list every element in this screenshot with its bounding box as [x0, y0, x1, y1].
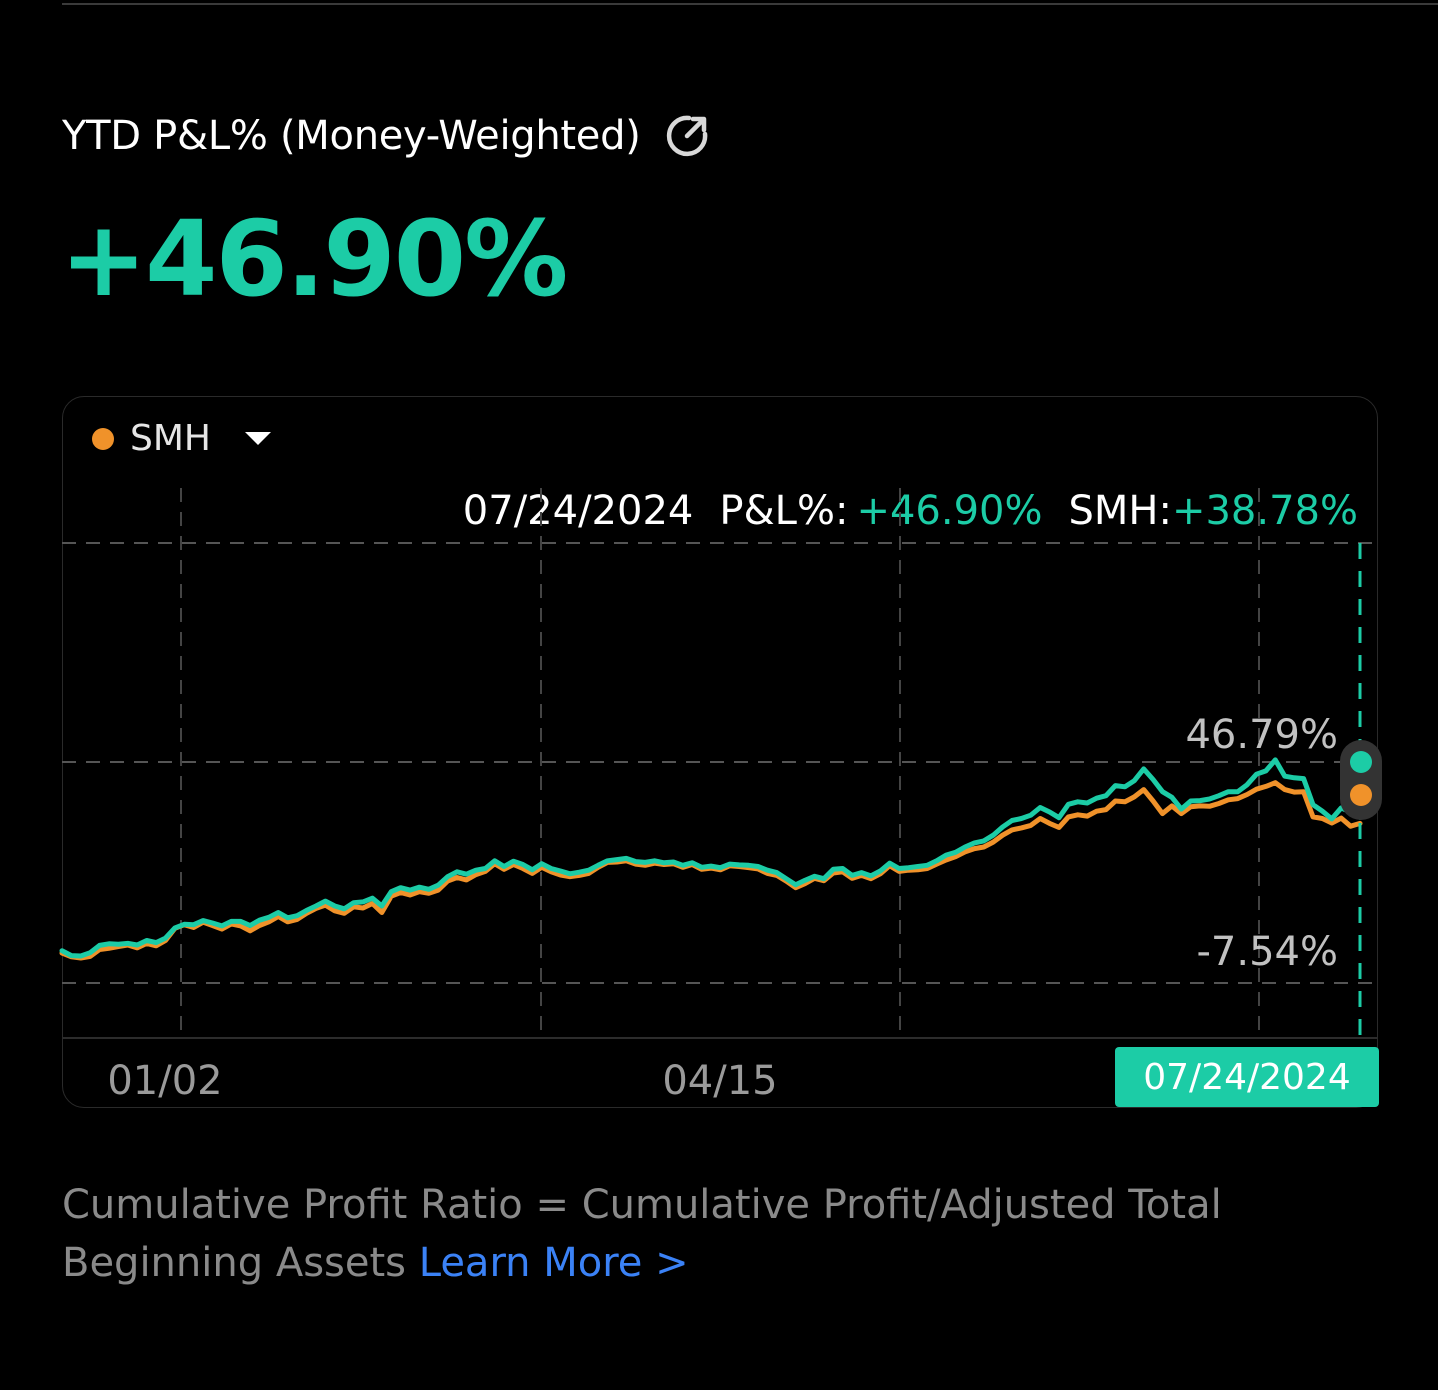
- x-tick-label: 01/02: [107, 1058, 222, 1104]
- title-row: YTD P&L% (Money-Weighted): [62, 112, 711, 160]
- tooltip-bench-label: SMH:: [1068, 488, 1172, 534]
- tooltip-date: 07/24/2024: [462, 488, 694, 534]
- ytd-pnl-value: +46.90%: [60, 198, 568, 320]
- top-divider: [62, 3, 1438, 5]
- tooltip-bench-value: +38.78%: [1171, 488, 1358, 534]
- series-line-pl: [59, 757, 1363, 959]
- caret-down-icon: [244, 432, 271, 445]
- y-tick-label: 46.79%: [1185, 712, 1338, 758]
- share-icon[interactable]: [663, 112, 711, 160]
- series-line-smh: [59, 780, 1363, 961]
- footnote-text: Cumulative Profit Ratio = Cumulative Pro…: [62, 1182, 1222, 1286]
- footnote: Cumulative Profit Ratio = Cumulative Pro…: [62, 1176, 1302, 1292]
- learn-more-link[interactable]: Learn More >: [418, 1240, 689, 1286]
- crosshair-date-pill: 07/24/2024: [1115, 1047, 1379, 1107]
- benchmark-label: SMH: [130, 418, 211, 459]
- y-tick-label: -7.54%: [1196, 929, 1338, 975]
- chart-card: [62, 396, 1378, 1108]
- page-title: YTD P&L% (Money-Weighted): [62, 113, 641, 159]
- tooltip-pnl-label: P&L%:: [719, 488, 849, 534]
- end-marker-smh: [1350, 784, 1372, 806]
- benchmark-dot-icon: [92, 427, 114, 450]
- crosshair-tooltip: 07/24/2024 P&L%: +46.90% SMH: +38.78%: [463, 488, 1358, 534]
- end-marker-pnl: [1350, 751, 1372, 773]
- benchmark-selector[interactable]: SMH: [92, 418, 271, 459]
- x-tick-label: 04/15: [662, 1058, 777, 1104]
- tooltip-pnl-value: +46.90%: [856, 488, 1043, 534]
